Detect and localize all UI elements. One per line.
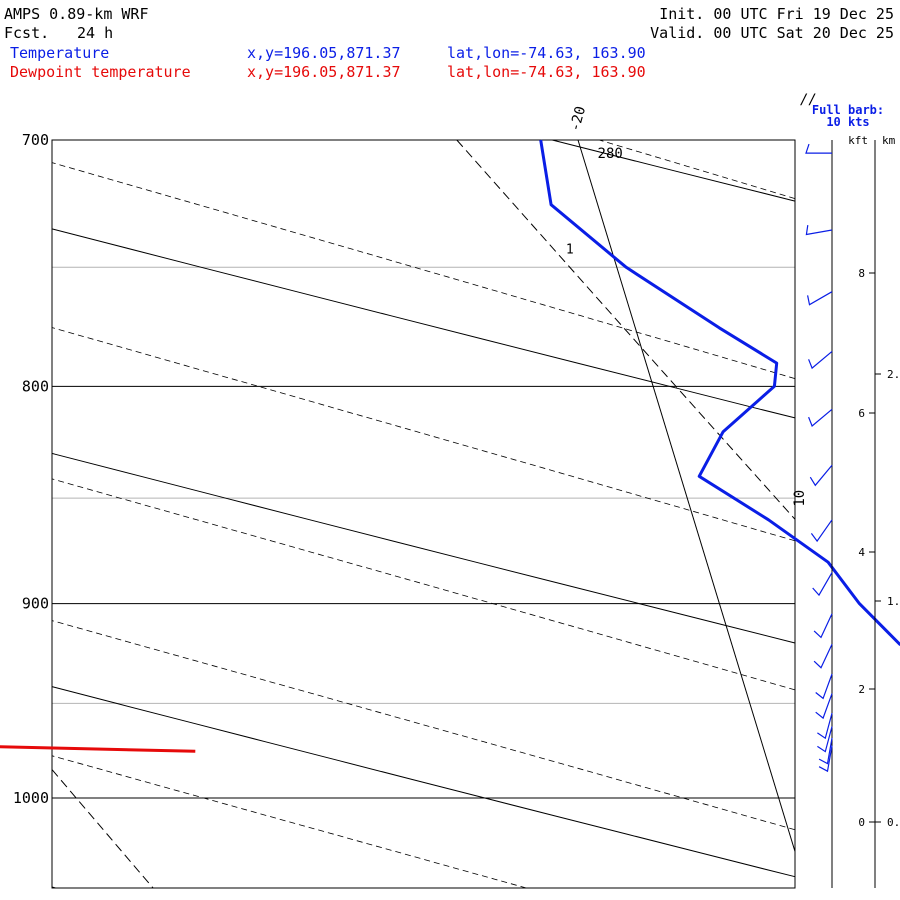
dry-adiabat-line [51,686,796,878]
mixing-ratio-line [456,139,796,520]
km-tick-label: 0. [887,816,900,829]
forecast-value: 24 h [77,24,114,42]
dry-adiabat-line [51,228,796,419]
dewpoint-legend-name: Dewpoint temperature [10,63,191,81]
moist-adiabat-line [51,620,796,831]
wind-barb [813,613,833,639]
isobar-major-lines [52,139,795,799]
dewpoint-legend-xy: x,y=196.05,871.37 [247,63,401,81]
wind-barb [809,464,833,487]
wind-barb [817,726,833,753]
pressure-tick-label: 1000 [13,789,49,807]
chart-labels: 7008009001000.05.1.2.412346-70-60-50-40-… [13,105,808,807]
forecast-label: Fcst. [4,24,50,42]
barb-legend-line1: Full barb: [812,103,884,117]
valid-time: Valid. 00 UTC Sat 20 Dec 25 [650,24,894,42]
moist-adiabat-line [51,755,527,889]
wind-barb [813,643,833,669]
kft-tick-label: 6 [858,407,865,420]
pressure-tick-label: 900 [22,595,49,613]
kft-tick-label: 0 [858,816,865,829]
wind-barb [810,519,833,543]
init-time: Init. 00 UTC Fri 19 Dec 25 [659,5,894,23]
kft-label: kft [848,134,868,147]
pressure-tick-label: 700 [22,131,49,149]
isotherm-lines [577,139,796,852]
temperature-profile [539,139,900,647]
theta-e-label: 10 [792,490,808,507]
model-title: AMPS 0.89-km WRF [4,5,149,23]
km-tick-label: 1. [887,595,900,608]
kft-tick-label: 8 [858,267,865,280]
barb-legend-line2: 10 kts [826,115,869,129]
pressure-tick-label: 800 [22,377,49,395]
mixing-ratio-lines [51,139,796,889]
kft-tick-label: 4 [858,546,865,559]
km-label: km [882,134,896,147]
isobar-minor-lines [52,266,795,704]
wind-barb [817,712,833,740]
wind-barb [805,143,832,154]
dewpoint-profile [0,745,196,753]
wind-barb [808,350,833,370]
temperature-legend-xy: x,y=196.05,871.37 [247,44,401,62]
barb-axis-mark: // [800,92,817,108]
moist-adiabat-line [51,478,796,691]
profile-series [0,139,900,753]
mixing-ratio-label: 1 [566,242,574,257]
moist-adiabat-line [51,327,796,542]
wind-barb [815,693,833,720]
moist-adiabat-line [51,162,796,379]
dry-adiabat-lines [51,139,796,878]
wind-barb [818,737,833,765]
wind-barb [818,745,833,773]
wind-barb [807,291,833,306]
wind-barb [805,225,833,236]
height-axis: kft km 8 6 4 2 0 2. 1. 0. [848,134,900,888]
km-tick-label: 2. [887,368,900,381]
dry-adiabat-line [51,452,796,644]
dry-adiabat-label: 280 [598,146,623,162]
kft-tick-label: 2 [858,683,865,696]
mixing-ratio-line [51,769,154,889]
wind-barb-column: //Full barb:10 kts [800,92,884,888]
wind-barb [815,673,833,700]
moist-adiabat-lines [51,139,796,889]
dewpoint-legend-latlon: lat,lon=-74.63, 163.90 [447,63,646,81]
temperature-legend-latlon: lat,lon=-74.63, 163.90 [447,44,646,62]
wind-barb [812,572,833,597]
temperature-legend-name: Temperature [10,44,110,62]
dry-adiabat-line [552,139,796,202]
moist-adiabat-line [599,139,796,199]
isotherm-line [577,139,796,852]
wind-barb [808,408,833,427]
isotherm-label: -20 [567,105,589,134]
plot-frame [51,139,796,889]
